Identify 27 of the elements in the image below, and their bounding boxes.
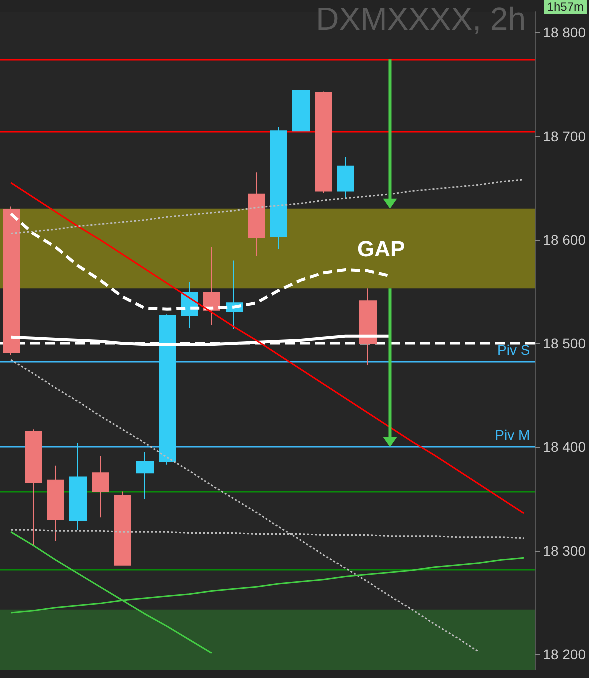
y-tick-label: 18 700 bbox=[543, 128, 586, 144]
y-tick-label: 18 500 bbox=[543, 336, 586, 352]
candlestick bbox=[136, 452, 154, 500]
candlestick bbox=[270, 126, 287, 250]
candlestick bbox=[25, 429, 42, 546]
y-tick-label: 18 800 bbox=[543, 24, 586, 41]
y-tick-label: 18 300 bbox=[543, 542, 586, 559]
y-tick-label: 18 600 bbox=[543, 232, 586, 248]
candlestick bbox=[292, 90, 310, 132]
candlestick bbox=[92, 456, 109, 518]
line-series bbox=[10, 179, 525, 234]
ref-line-label: Piv M bbox=[495, 427, 530, 444]
candlestick bbox=[47, 465, 64, 542]
ref-line-label: Piv S bbox=[497, 342, 530, 358]
candlestick bbox=[203, 246, 220, 326]
y-tick-label: 18 400 bbox=[543, 439, 586, 456]
candlestick bbox=[3, 206, 20, 356]
candlestick bbox=[69, 442, 87, 531]
y-tick-label: 18 200 bbox=[543, 646, 586, 662]
text: 1h57m bbox=[547, 0, 584, 14]
candlestick bbox=[114, 491, 131, 566]
candlestick bbox=[337, 156, 354, 200]
candlestick bbox=[359, 288, 377, 366]
candlestick bbox=[248, 172, 265, 258]
band-label: GAP bbox=[357, 236, 406, 262]
candlestick bbox=[159, 314, 176, 466]
candlestick bbox=[315, 91, 332, 194]
